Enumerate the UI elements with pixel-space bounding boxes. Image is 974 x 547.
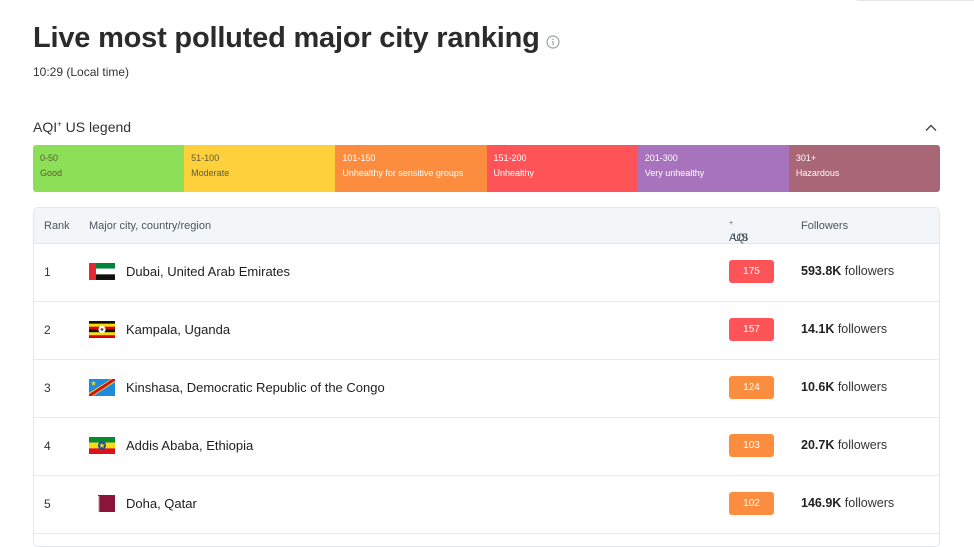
page-title-text: Live most polluted major city ranking bbox=[33, 22, 540, 54]
aqi-badge: 175 bbox=[729, 260, 774, 283]
header-rank: Rank bbox=[44, 220, 70, 232]
city-name[interactable]: Kinshasa, Democratic Republic of the Con… bbox=[126, 380, 385, 395]
legend-segment-good: 0-50 Good bbox=[33, 145, 185, 192]
header-city: Major city, country/region bbox=[89, 220, 212, 232]
legend-header[interactable]: AQI+ US legend bbox=[33, 119, 940, 139]
table-row[interactable]: 3 Kinshasa, Democratic Republic of the C… bbox=[34, 360, 939, 418]
ethiopia-flag-icon bbox=[89, 437, 115, 454]
city-name[interactable]: Doha, Qatar bbox=[126, 496, 197, 511]
rank-number: 5 bbox=[44, 497, 51, 511]
followers-count: 146.9K followers bbox=[801, 496, 895, 510]
local-time: 10:29 (Local time) bbox=[33, 65, 130, 79]
table-row[interactable]: 5 Doha, Qatar 102 146.9K followers bbox=[34, 476, 939, 534]
legend-range: 201-300 bbox=[644, 153, 678, 163]
city-name[interactable]: Addis Ababa, Ethiopia bbox=[126, 438, 254, 453]
top-border bbox=[857, 0, 974, 1]
rank-number: 4 bbox=[44, 439, 51, 453]
ranking-table: Rank Major city, country/region AQI + US … bbox=[33, 207, 940, 547]
page-title: Live most polluted major city ranking bbox=[33, 22, 560, 55]
legend-label: Good bbox=[40, 168, 63, 178]
rank-number: 3 bbox=[44, 381, 51, 395]
header-followers: Followers bbox=[801, 220, 849, 232]
table-row[interactable]: 1 Dubai, United Arab Emirates 175 593.8K… bbox=[34, 244, 939, 302]
legend-range: 301+ bbox=[795, 153, 817, 163]
legend-range: 51-100 bbox=[191, 153, 220, 163]
info-icon[interactable] bbox=[546, 34, 560, 49]
city-name[interactable]: Kampala, Uganda bbox=[126, 322, 231, 337]
header-aqi: AQI + US bbox=[729, 220, 749, 244]
chevron-up-icon[interactable] bbox=[924, 121, 938, 135]
table-row[interactable]: 4 Addis Ababa, Ethiopia 103 20.7K follow… bbox=[34, 418, 939, 476]
city-name[interactable]: Dubai, United Arab Emirates bbox=[126, 264, 291, 279]
legend-segment-very-unhealthy: 201-300 Very unhealthy bbox=[637, 145, 789, 192]
table-header: Rank Major city, country/region AQI + US … bbox=[34, 208, 939, 244]
aqi-badge: 102 bbox=[729, 492, 774, 515]
legend-range: 101-150 bbox=[342, 153, 376, 163]
qatar-flag-icon bbox=[96, 495, 115, 512]
followers-count: 593.8K followers bbox=[801, 264, 895, 278]
uae-flag-icon bbox=[89, 263, 115, 280]
followers-count: 10.6K followers bbox=[801, 380, 888, 394]
legend-range: 0-50 bbox=[40, 153, 59, 163]
aqi-legend-bar: 0-50 Good 51-100 Moderate 101-150 Unheal… bbox=[33, 145, 940, 192]
uganda-flag-icon bbox=[89, 321, 115, 338]
legend-segment-moderate: 51-100 Moderate bbox=[184, 145, 336, 192]
drc-flag-icon bbox=[89, 379, 115, 396]
rank-number: 2 bbox=[44, 323, 51, 337]
legend-range: 151-200 bbox=[493, 153, 527, 163]
legend-segment-unhealthy: 151-200 Unhealthy bbox=[486, 145, 638, 192]
rank-number: 1 bbox=[44, 265, 51, 279]
followers-count: 14.1K followers bbox=[801, 322, 888, 336]
legend-label: Unhealthy bbox=[493, 168, 535, 178]
legend-label: Hazardous bbox=[795, 168, 840, 178]
legend-label: Unhealthy for sensitive groups bbox=[342, 168, 464, 178]
legend-label: Very unhealthy bbox=[644, 168, 705, 178]
followers-count: 20.7K followers bbox=[801, 438, 888, 452]
table-row[interactable]: 2 Kampala, Uganda 157 14.1K followers bbox=[34, 302, 939, 360]
aqi-badge: 157 bbox=[729, 318, 774, 341]
legend-label: Moderate bbox=[191, 168, 230, 178]
legend-segment-unhealthy-sensitive: 101-150 Unhealthy for sensitive groups bbox=[335, 145, 487, 192]
aqi-badge: 124 bbox=[729, 376, 774, 399]
aqi-badge: 103 bbox=[729, 434, 774, 457]
legend-title: AQI+ US legend bbox=[33, 119, 132, 135]
legend-segment-hazardous: 301+ Hazardous bbox=[788, 145, 940, 192]
